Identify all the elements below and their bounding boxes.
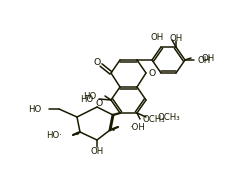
Text: OH: OH [90, 146, 104, 156]
Text: HO·: HO· [46, 130, 62, 139]
Text: O: O [93, 57, 101, 67]
Text: HO: HO [83, 91, 96, 100]
Text: HO: HO [80, 95, 93, 103]
Text: OCH₃: OCH₃ [143, 115, 165, 124]
Text: OH: OH [169, 33, 183, 42]
Text: O: O [95, 98, 103, 108]
Text: ·OH: ·OH [129, 122, 145, 132]
Text: OH: OH [201, 54, 214, 62]
Text: OCH₃: OCH₃ [157, 113, 180, 122]
Text: O: O [148, 69, 156, 78]
Text: OH: OH [151, 33, 164, 42]
Text: HO: HO [28, 105, 41, 113]
Text: OH: OH [197, 55, 210, 64]
